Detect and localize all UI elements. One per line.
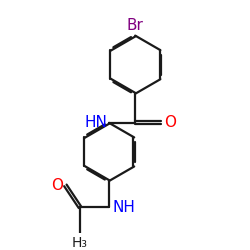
Text: H₃: H₃	[72, 236, 88, 250]
Text: HN: HN	[84, 115, 107, 130]
Text: Br: Br	[127, 18, 144, 33]
Text: O: O	[164, 115, 176, 130]
Text: NH: NH	[112, 200, 135, 215]
Text: O: O	[51, 178, 63, 193]
